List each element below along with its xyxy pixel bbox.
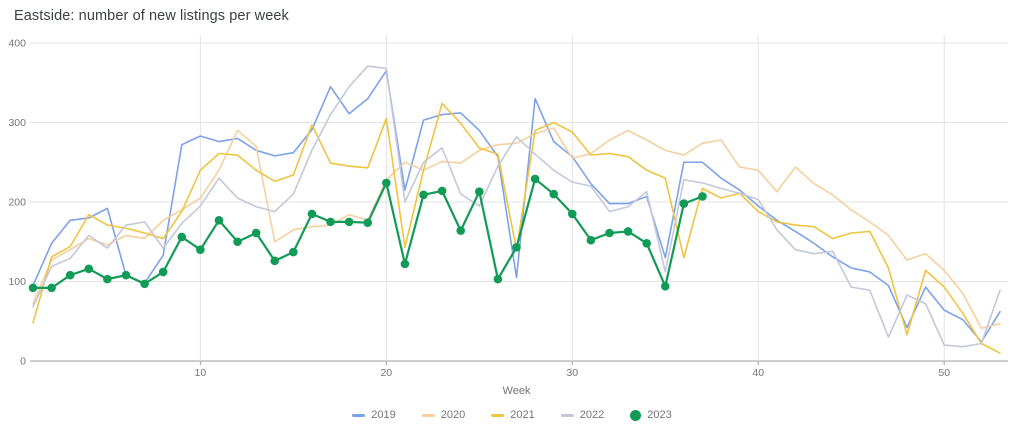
y-tick-label: 100 — [8, 276, 26, 288]
series-line-2020[interactable] — [32, 127, 1001, 330]
y-tick-label: 400 — [8, 38, 26, 50]
series-point-2023[interactable] — [586, 235, 596, 245]
legend-label: 2021 — [510, 409, 535, 421]
series-point-2023[interactable] — [623, 227, 633, 236]
series-line-2019[interactable] — [32, 70, 1001, 343]
y-tick-label: 300 — [8, 117, 26, 129]
series-point-2023[interactable] — [121, 270, 131, 280]
series-point-2023[interactable] — [177, 232, 187, 242]
x-tick-label: 50 — [938, 367, 950, 379]
series-point-2023[interactable] — [456, 226, 466, 235]
series-point-2023[interactable] — [251, 228, 261, 238]
series-point-2023[interactable] — [196, 245, 205, 254]
series-point-2023[interactable] — [419, 190, 428, 200]
series-point-2023[interactable] — [103, 274, 112, 284]
series-point-2023[interactable] — [679, 199, 689, 208]
legend-label: 2019 — [371, 409, 396, 421]
series-point-2023[interactable] — [28, 283, 38, 293]
chart-legend: 2019 2020 2021 2022 2023 — [0, 404, 1024, 426]
legend-label: 2020 — [440, 409, 466, 421]
series-point-2023[interactable] — [698, 192, 707, 201]
series-point-2023[interactable] — [642, 239, 651, 248]
legend-item-2019[interactable]: 2019 — [352, 409, 396, 421]
series-line-2022[interactable] — [32, 65, 1001, 348]
chart-title: Eastside: number of new listings per wee… — [14, 8, 289, 24]
series-point-2023[interactable] — [84, 264, 94, 274]
legend-swatch-2023 — [630, 409, 642, 421]
series-point-2023[interactable] — [140, 279, 149, 289]
y-tick-label: 0 — [20, 356, 26, 368]
legend-swatch-2022 — [560, 413, 574, 417]
series-point-2023[interactable] — [475, 187, 484, 196]
series-point-2023[interactable] — [549, 189, 558, 199]
series-point-2023[interactable] — [437, 186, 447, 196]
series-point-2023[interactable] — [270, 256, 280, 266]
series-point-2023[interactable] — [344, 217, 354, 227]
series-point-2023[interactable] — [289, 247, 298, 257]
x-tick-label: 20 — [380, 367, 392, 379]
x-tick-label: 30 — [566, 367, 578, 379]
legend-label: 2022 — [579, 409, 605, 421]
series-point-2023[interactable] — [158, 267, 168, 277]
series-point-2023[interactable] — [363, 218, 373, 227]
series-point-2023[interactable] — [65, 270, 75, 280]
legend-swatch-2020 — [421, 413, 435, 417]
y-tick-label: 200 — [8, 197, 26, 209]
x-tick-label: 40 — [752, 367, 764, 379]
x-axis-title: Week — [502, 385, 531, 397]
series-point-2023[interactable] — [530, 174, 540, 184]
legend-label: 2023 — [647, 409, 672, 421]
series-point-2023[interactable] — [233, 237, 242, 247]
series-point-2023[interactable] — [660, 281, 670, 291]
x-tick-label: 10 — [195, 367, 207, 379]
series-point-2023[interactable] — [214, 215, 224, 225]
series-point-2023[interactable] — [567, 209, 577, 219]
legend-item-2023[interactable]: 2023 — [630, 409, 672, 421]
legend-item-2021[interactable]: 2021 — [491, 409, 535, 421]
series-point-2023[interactable] — [47, 283, 56, 293]
legend-item-2022[interactable]: 2022 — [560, 409, 605, 421]
legend-item-2020[interactable]: 2020 — [421, 409, 466, 421]
series-point-2023[interactable] — [382, 178, 391, 188]
series-point-2023[interactable] — [512, 243, 521, 252]
legend-swatch-2019 — [352, 413, 366, 417]
series-point-2023[interactable] — [605, 228, 614, 238]
series-point-2023[interactable] — [326, 217, 335, 227]
series-point-2023[interactable] — [400, 259, 410, 269]
series-point-2023[interactable] — [307, 209, 317, 219]
series-point-2023[interactable] — [493, 274, 503, 284]
legend-swatch-2021 — [491, 413, 505, 417]
